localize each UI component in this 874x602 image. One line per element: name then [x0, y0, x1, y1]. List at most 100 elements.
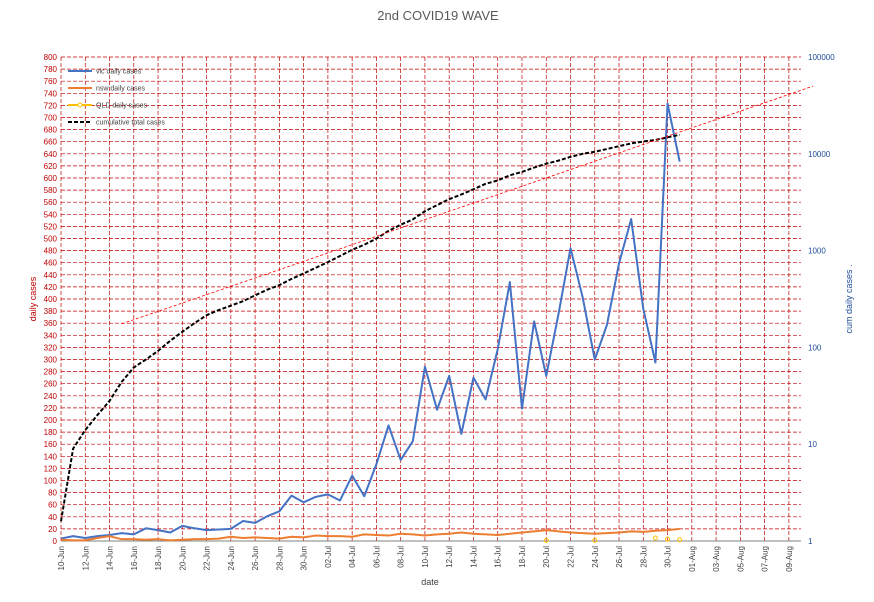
y2-tick-label: 100 — [808, 343, 822, 352]
x-tick-label: 03-Aug — [712, 546, 721, 572]
y-tick-label: 720 — [44, 101, 58, 110]
x-tick-label: 01-Aug — [688, 546, 697, 572]
y-tick-label: 700 — [44, 114, 58, 123]
y-tick-label: 620 — [44, 162, 58, 171]
x-tick-label: 14-Jun — [106, 546, 115, 570]
y-tick-label: 560 — [44, 198, 58, 207]
series-cumulative-total-cases — [60, 133, 680, 522]
data-point — [652, 535, 658, 541]
x-axis-label: date — [421, 577, 439, 587]
x-tick-label: 26-Jun — [251, 546, 260, 570]
y-tick-label: 600 — [44, 174, 58, 183]
legend-item: nsw daily cases — [68, 86, 146, 93]
y-tick-label: 640 — [44, 150, 58, 159]
x-tick-label: 22-Jul — [567, 546, 576, 568]
y-tick-label: 140 — [44, 452, 58, 461]
y-tick-label: 280 — [44, 368, 58, 377]
x-tick-label: 20-Jun — [178, 546, 187, 570]
y-tick-label: 260 — [44, 380, 58, 389]
y-tick-label: 400 — [44, 295, 58, 304]
x-tick-label: 16-Jun — [130, 546, 139, 570]
x-tick-label: 14-Jul — [469, 546, 478, 568]
x-tick-label: 10-Jun — [57, 546, 66, 570]
y-tick-label: 740 — [44, 89, 58, 98]
y2-tick-label: 10 — [808, 440, 817, 449]
y-tick-label: 380 — [44, 307, 58, 316]
x-tick-label: 18-Jun — [154, 546, 163, 570]
y-axis-ticks: 0 20 40 60 80 100 120 140 160 180 200 220 240 260 280 3… — [44, 53, 58, 546]
x-tick-label: 30-Jul — [664, 546, 673, 568]
x-tick-label: 02-Jul — [324, 546, 333, 568]
x-tick-label: 09-Aug — [785, 546, 794, 572]
series-qld-daily-cases — [543, 535, 683, 543]
y-tick-label: 540 — [44, 210, 58, 219]
y-tick-label: 80 — [48, 489, 57, 498]
series-nsw-daily-cases — [60, 527, 680, 542]
legend-item: QLD daily cases — [68, 102, 147, 110]
series-line — [60, 102, 681, 540]
y-tick-label: 800 — [44, 53, 58, 62]
y-tick-label: 120 — [44, 464, 58, 473]
y-tick-label: 760 — [44, 77, 58, 86]
y-tick-label: 320 — [44, 343, 58, 352]
y-tick-label: 60 — [48, 501, 57, 510]
x-tick-label: 08-Jul — [397, 546, 406, 568]
x-tick-label: 07-Aug — [761, 546, 770, 572]
y-tick-label: 480 — [44, 247, 58, 256]
y-tick-label: 240 — [44, 392, 58, 401]
y-tick-label: 780 — [44, 65, 58, 74]
x-tick-label: 12-Jul — [445, 546, 454, 568]
x-tick-label: 04-Jul — [348, 546, 357, 568]
x-tick-label: 06-Jul — [372, 546, 381, 568]
series-line — [60, 527, 680, 542]
y-tick-label: 100 — [44, 477, 58, 486]
y2-axis-label: cum daily cases . — [844, 264, 854, 333]
legend-label: cumulative total cases — [96, 120, 165, 127]
x-tick-label: 28-Jul — [639, 546, 648, 568]
series-trend — [121, 85, 814, 325]
y-tick-label: 580 — [44, 186, 58, 195]
y-tick-label: 460 — [44, 259, 58, 268]
x-tick-label: 20-Jul — [542, 546, 551, 568]
legend-label: nsw daily cases — [96, 86, 146, 93]
legend-label: QLD daily cases — [96, 103, 147, 110]
y2-tick-label: 100000 — [808, 53, 835, 62]
x-tick-label: 24-Jul — [591, 546, 600, 568]
y-tick-label: 420 — [44, 283, 58, 292]
y-tick-label: 520 — [44, 222, 58, 231]
x-tick-label: 05-Aug — [736, 546, 745, 572]
legend-item: cumulative total cases — [68, 120, 165, 127]
y2-axis-ticks: 1 10 100 1000 10000 100000 — [808, 53, 835, 546]
legend-marker — [77, 102, 83, 108]
series-vic-daily-cases — [60, 102, 681, 540]
data-point — [677, 537, 683, 543]
x-tick-label: 30-Jun — [300, 546, 309, 570]
trend-line — [121, 85, 814, 325]
y-tick-label: 160 — [44, 440, 58, 449]
x-tick-label: 18-Jul — [518, 546, 527, 568]
x-tick-label: 24-Jun — [227, 546, 236, 570]
grid-lines — [60, 56, 801, 542]
x-tick-label: 28-Jun — [275, 546, 284, 570]
legend-label: vic daily cases — [96, 69, 142, 76]
y-tick-label: 40 — [48, 513, 57, 522]
chart-title: 2nd COVID19 WAVE — [377, 8, 499, 23]
y-axis-label: daily cases — [28, 276, 38, 321]
y-tick-label: 300 — [44, 356, 58, 365]
y-tick-label: 500 — [44, 235, 58, 244]
y2-tick-label: 1 — [808, 537, 813, 546]
y-tick-label: 440 — [44, 271, 58, 280]
legend: vic daily cases nsw daily cases QLD daily … — [68, 69, 165, 127]
data-point — [592, 537, 598, 543]
y-tick-label: 680 — [44, 126, 58, 135]
y-tick-label: 360 — [44, 319, 58, 328]
series-line — [60, 133, 680, 522]
x-tick-label: 22-Jun — [203, 546, 212, 570]
y-tick-label: 660 — [44, 138, 58, 147]
y2-tick-label: 10000 — [808, 150, 831, 159]
x-tick-label: 16-Jul — [494, 546, 503, 568]
y-tick-label: 180 — [44, 428, 58, 437]
x-tick-label: 26-Jul — [615, 546, 624, 568]
legend-item: vic daily cases — [68, 69, 142, 76]
